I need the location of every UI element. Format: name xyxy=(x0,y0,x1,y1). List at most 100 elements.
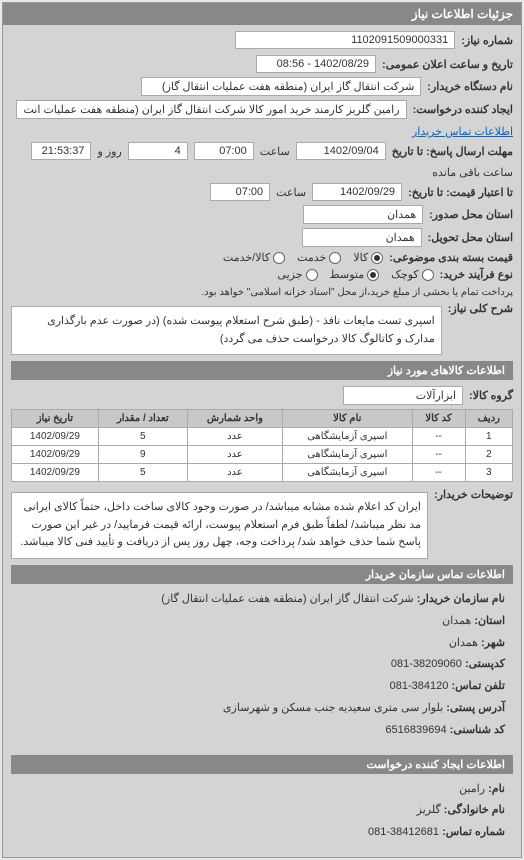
number-label: شماره نیاز: xyxy=(461,34,513,47)
req-phone-label: شماره تماس: xyxy=(442,826,505,838)
org-econ: 6516839694 xyxy=(385,724,446,736)
contact-link[interactable]: اطلاعات تماس خریدار xyxy=(412,125,513,138)
org-name-label: نام سازمان خریدار: xyxy=(417,593,505,605)
row-desc: شرح کلی نیاز: اسپری تست مایعات نافذ - (ط… xyxy=(11,302,513,355)
org-phone-label: تلفن تماس: xyxy=(451,680,505,692)
issue-loc-label: استان محل صدور: xyxy=(429,208,513,221)
org-phone: 384120-081 xyxy=(390,680,449,692)
radio-small[interactable]: کوچک xyxy=(391,268,434,281)
proc-type-group: کوچک متوسط جزیی xyxy=(277,268,433,281)
col-row: ردیف xyxy=(465,410,512,428)
org-province-label: استان: xyxy=(474,615,505,627)
radio-partial[interactable]: جزیی xyxy=(277,268,317,281)
goods-table: ردیف کد کالا نام کالا واحد شمارش تعداد /… xyxy=(11,409,513,482)
req-name: رامین xyxy=(459,783,485,795)
row-validity: تا اعتبار قیمت: تا تاریخ: 1402/09/29 ساع… xyxy=(11,183,513,201)
desc-box: اسپری تست مایعات نافذ - (طبق شرح استعلام… xyxy=(11,306,442,355)
radio-icon xyxy=(329,252,341,264)
row-buyer-note: توضیحات خریدار: ایران کد اعلام شده مشابه… xyxy=(11,488,513,559)
table-cell: 3 xyxy=(465,464,512,482)
radio-icon xyxy=(306,269,318,281)
main-panel: جزئیات اطلاعات نیاز شماره نیاز: 11020915… xyxy=(2,2,522,858)
org-address: بلوار سی متری سعیدیه جنب مسکن و شهرسازی xyxy=(223,702,443,714)
buyer-label: نام دستگاه خریدار: xyxy=(427,80,513,93)
table-cell: -- xyxy=(412,428,465,446)
col-name: نام کالا xyxy=(283,410,413,428)
days-unit: روز و xyxy=(97,145,121,158)
table-cell: 1402/09/29 xyxy=(12,446,99,464)
col-code: کد کالا xyxy=(412,410,465,428)
delivery-loc: همدان xyxy=(302,228,422,247)
radio-service[interactable]: خدمت xyxy=(297,251,341,264)
desc-label: شرح کلی نیاز: xyxy=(448,302,513,315)
row-proc-type: نوع فرآیند خرید: کوچک متوسط جزیی پرداخت … xyxy=(11,268,513,298)
table-header-row: ردیف کد کالا نام کالا واحد شمارش تعداد /… xyxy=(12,410,513,428)
org-postal-label: کدپستی: xyxy=(465,658,505,670)
org-address-label: آدرس پستی: xyxy=(446,702,505,714)
row-buyer: نام دستگاه خریدار: شرکت انتقال گاز ایران… xyxy=(11,77,513,96)
table-cell: عدد xyxy=(187,428,282,446)
buyer-note-label: توضیحات خریدار: xyxy=(434,488,513,501)
table-cell: -- xyxy=(412,464,465,482)
req-name-label: نام: xyxy=(488,783,505,795)
radio-icon xyxy=(273,252,285,264)
panel-title: جزئیات اطلاعات نیاز xyxy=(3,3,521,25)
announce-field: 1402/08/29 - 08:56 xyxy=(256,55,376,73)
partial-note: پرداخت تمام یا بخشی از مبلغ خرید،از محل … xyxy=(201,287,513,298)
validity-label: تا اعتبار قیمت: تا تاریخ: xyxy=(408,186,513,199)
org-city-label: شهر: xyxy=(481,637,505,649)
req-family: گلریز xyxy=(417,804,441,816)
table-cell: 9 xyxy=(98,446,187,464)
validity-date: 1402/09/29 xyxy=(312,183,402,201)
row-requester: ایجاد کننده درخواست: رامين گلريز کارمند … xyxy=(11,100,513,138)
row-number: شماره نیاز: 1102091509000331 تاریخ و ساع… xyxy=(11,31,513,73)
requester-label: ایجاد کننده درخواست: xyxy=(413,103,513,116)
issue-loc: همدان xyxy=(303,205,423,224)
radio-kala[interactable]: کالا xyxy=(353,251,383,264)
table-cell: 5 xyxy=(98,428,187,446)
buyer-note: ایران کد اعلام شده مشابه میباشد/ در صورت… xyxy=(11,492,428,559)
table-row: 1--اسپری آزمایشگاهیعدد51402/09/29 xyxy=(12,428,513,446)
org-econ-label: کد شناسنی: xyxy=(450,724,505,736)
radio-icon xyxy=(367,269,379,281)
deadline-time: 07:00 xyxy=(194,142,254,160)
buyer-field: شرکت انتقال گاز ایران (منطقه هفت عملیات … xyxy=(141,77,421,96)
org-postal: 38209060-081 xyxy=(391,658,462,670)
table-cell: 2 xyxy=(465,446,512,464)
table-cell: عدد xyxy=(187,464,282,482)
requester-field: رامين گلريز کارمند خريد امور کالا شرکت ا… xyxy=(16,100,406,119)
org-city: همدان xyxy=(449,637,478,649)
row-group: گروه کالا: ابزارآلات xyxy=(11,386,513,405)
row-deadline: مهلت ارسال پاسخ: تا تاریخ 1402/09/04 ساع… xyxy=(11,142,513,179)
col-date: تاریخ نیاز xyxy=(12,410,99,428)
time-label-2: ساعت xyxy=(276,186,306,199)
delivery-loc-label: استان محل تحویل: xyxy=(428,231,513,244)
pack-type-group: کالا خدمت کالا/خدمت xyxy=(223,251,383,264)
radio-kalakh[interactable]: کالا/خدمت xyxy=(223,251,285,264)
row-delivery-loc: استان محل تحویل: همدان xyxy=(11,228,513,247)
radio-medium[interactable]: متوسط xyxy=(330,268,380,281)
table-cell: اسپری آزمایشگاهی xyxy=(283,464,413,482)
deadline-label: مهلت ارسال پاسخ: تا تاریخ xyxy=(392,145,513,158)
need-body: شماره نیاز: 1102091509000331 تاریخ و ساع… xyxy=(3,25,521,857)
req-family-label: نام خانوادگی: xyxy=(444,804,505,816)
group-field: ابزارآلات xyxy=(343,386,463,405)
table-cell: عدد xyxy=(187,446,282,464)
table-cell: -- xyxy=(412,446,465,464)
req-phone: 38412681-081 xyxy=(368,826,439,838)
table-row: 2--اسپری آزمایشگاهیعدد91402/09/29 xyxy=(12,446,513,464)
number-field: 1102091509000331 xyxy=(235,31,455,49)
org-name: شرکت انتقال گاز ایران (منطقه هفت عملیات … xyxy=(161,593,413,605)
table-cell: 5 xyxy=(98,464,187,482)
row-pack-type: قیمت بسته بندی موضوعی: کالا خدمت کالا/خد… xyxy=(11,251,513,264)
col-unit: واحد شمارش xyxy=(187,410,282,428)
org-province: همدان xyxy=(442,615,471,627)
announce-label: تاریخ و ساعت اعلان عمومی: xyxy=(382,58,513,71)
table-cell: 1402/09/29 xyxy=(12,428,99,446)
table-cell: اسپری آزمایشگاهی xyxy=(283,446,413,464)
table-row: 3--اسپری آزمایشگاهیعدد51402/09/29 xyxy=(12,464,513,482)
group-label: گروه کالا: xyxy=(469,389,513,402)
radio-icon xyxy=(422,269,434,281)
radio-icon xyxy=(371,252,383,264)
remaining-label: ساعت باقی مانده xyxy=(432,166,513,179)
